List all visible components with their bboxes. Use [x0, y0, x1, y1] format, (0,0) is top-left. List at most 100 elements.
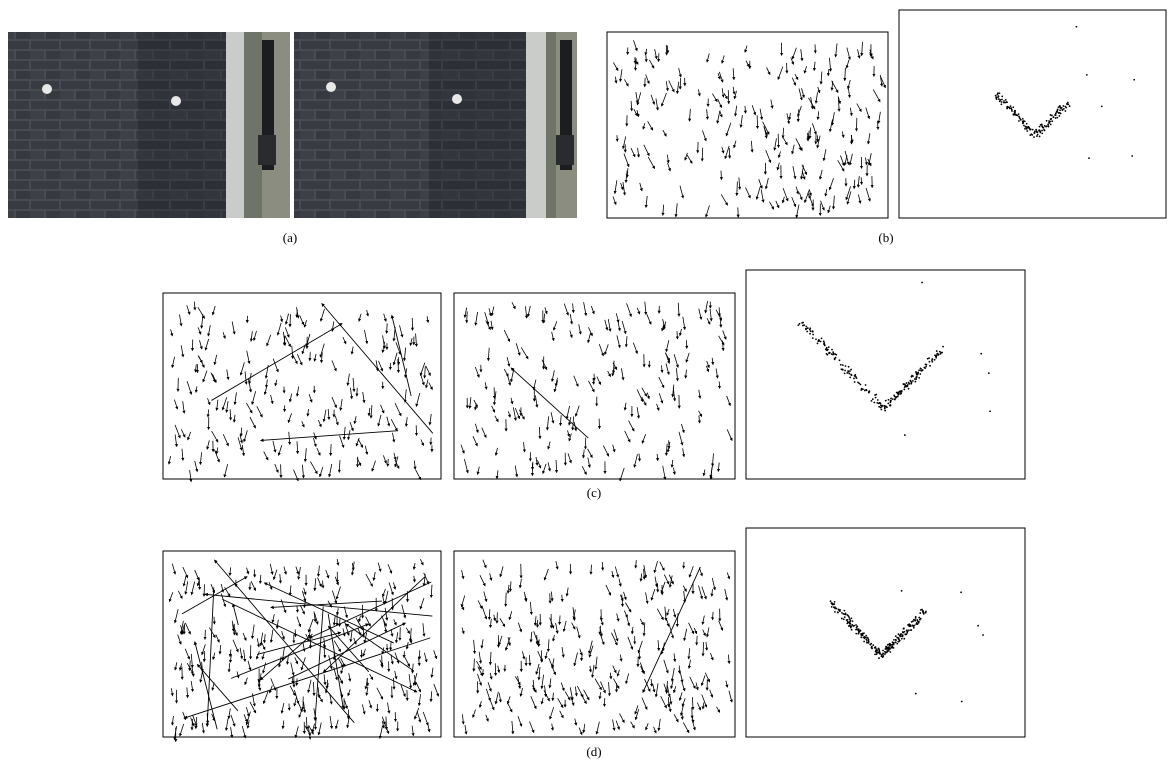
point: [880, 409, 882, 411]
panel-frame: [746, 528, 1025, 737]
point: [884, 410, 886, 412]
flow-vector: [729, 148, 730, 158]
point: [1032, 129, 1034, 131]
flow-vector: [702, 148, 703, 161]
point: [873, 402, 875, 404]
point: [878, 657, 880, 659]
point: [842, 613, 844, 615]
flow-vector: [677, 331, 678, 339]
point: [849, 376, 851, 378]
point: [855, 624, 857, 626]
point: [866, 637, 868, 639]
point: [1003, 100, 1005, 102]
point: [854, 374, 856, 376]
panel-frame: [899, 10, 1166, 218]
point: [919, 612, 921, 614]
point: [837, 611, 839, 613]
point: [882, 656, 884, 658]
point: [842, 364, 844, 366]
point: [843, 618, 845, 620]
point: [889, 643, 891, 645]
point: [1051, 120, 1053, 122]
point: [998, 95, 1000, 97]
point: [855, 376, 857, 378]
point: [817, 343, 819, 345]
photo-left: [8, 32, 290, 218]
point: [1131, 155, 1133, 157]
point: [908, 388, 910, 390]
point: [802, 322, 804, 324]
point: [942, 346, 944, 348]
point: [884, 653, 886, 655]
point: [903, 383, 905, 385]
point: [812, 334, 814, 336]
point: [844, 616, 846, 618]
point: [1049, 122, 1051, 124]
point: [1018, 120, 1020, 122]
point: [889, 651, 891, 653]
point: [1000, 103, 1002, 105]
point: [1050, 123, 1052, 125]
flow-vector: [387, 323, 388, 333]
point: [826, 347, 828, 349]
point: [998, 98, 1000, 100]
point: [871, 400, 873, 402]
point: [834, 606, 836, 608]
point: [925, 612, 927, 614]
point: [1001, 96, 1003, 98]
point: [918, 617, 920, 619]
panel-frame: [746, 270, 1025, 479]
point: [860, 389, 862, 391]
point: [847, 370, 849, 372]
point: [880, 402, 882, 404]
point: [1064, 110, 1066, 112]
point: [901, 638, 903, 640]
point: [893, 642, 895, 644]
point: [892, 398, 894, 400]
point: [899, 635, 901, 637]
point: [876, 648, 878, 650]
point: [900, 392, 902, 394]
point: [1033, 136, 1035, 138]
point: [834, 611, 836, 613]
point: [1046, 125, 1048, 127]
point: [1006, 107, 1008, 109]
point: [1022, 121, 1024, 123]
point: [1059, 109, 1061, 111]
point: [889, 405, 891, 407]
point: [1039, 132, 1041, 134]
point: [849, 618, 851, 620]
panel-label: (b): [878, 230, 893, 245]
point: [866, 389, 868, 391]
flow-vector: [184, 625, 185, 634]
point: [910, 381, 912, 383]
point: [980, 353, 982, 355]
point: [840, 364, 842, 366]
point: [903, 388, 905, 390]
point: [856, 625, 858, 627]
point-cloud-panel: [899, 10, 1166, 218]
point: [831, 603, 833, 605]
point: [828, 346, 830, 348]
point: [1076, 26, 1078, 28]
panel-label: (c): [587, 485, 601, 500]
point: [912, 620, 914, 622]
point: [1041, 123, 1043, 125]
point: [827, 354, 829, 356]
point: [1055, 117, 1057, 119]
point: [848, 373, 850, 375]
point: [871, 647, 873, 649]
point: [810, 330, 812, 332]
point: [875, 397, 877, 399]
flow-vector: [861, 177, 862, 184]
point: [836, 608, 838, 610]
point: [1056, 117, 1058, 119]
point: [823, 342, 825, 344]
point: [855, 633, 857, 635]
point: [1024, 120, 1026, 122]
point: [999, 92, 1001, 94]
point: [878, 406, 880, 408]
point: [910, 629, 912, 631]
point: [913, 625, 915, 627]
point: [876, 650, 878, 652]
